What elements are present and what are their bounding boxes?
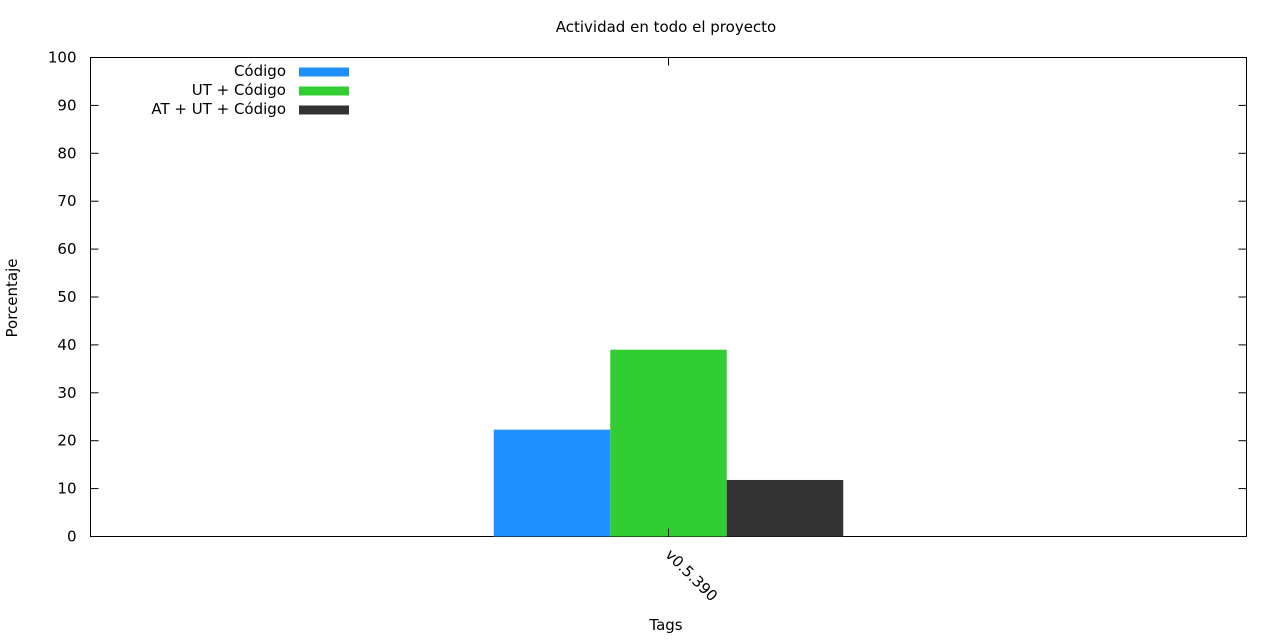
x-axis-label: Tags <box>648 616 682 634</box>
y-tick-label: 100 <box>48 49 77 67</box>
y-tick-label: 30 <box>57 384 76 402</box>
y-tick-label: 0 <box>67 528 77 546</box>
bars <box>493 349 844 537</box>
legend-swatch-1 <box>299 86 349 96</box>
legend-swatch-2 <box>299 105 349 115</box>
x-tick-label: v0.5.390 <box>662 546 721 605</box>
y-axis-label: Porcentaje <box>3 259 21 338</box>
y-tick-label: 70 <box>57 192 76 210</box>
y-tick-label: 20 <box>57 432 76 450</box>
y-tick-label: 50 <box>57 288 76 306</box>
bar-2-0 <box>726 479 844 537</box>
legend-label-2: AT + UT + Código <box>151 100 286 118</box>
y-tick-label: 10 <box>57 480 76 498</box>
bar-1-0 <box>610 349 727 537</box>
chart-title: Actividad en todo el proyecto <box>556 18 776 36</box>
legend-label-1: UT + Código <box>192 81 286 99</box>
y-tick-label: 60 <box>57 240 76 258</box>
y-tick-label: 80 <box>57 144 76 162</box>
legend-swatch-0 <box>299 67 349 77</box>
y-tick-label: 40 <box>57 336 76 354</box>
y-axis: 0 10 20 30 40 50 60 70 80 90 100 <box>48 49 1247 546</box>
y-tick-label: 90 <box>57 96 76 114</box>
bar-0-0 <box>493 429 611 537</box>
legend-label-0: Código <box>234 62 286 80</box>
